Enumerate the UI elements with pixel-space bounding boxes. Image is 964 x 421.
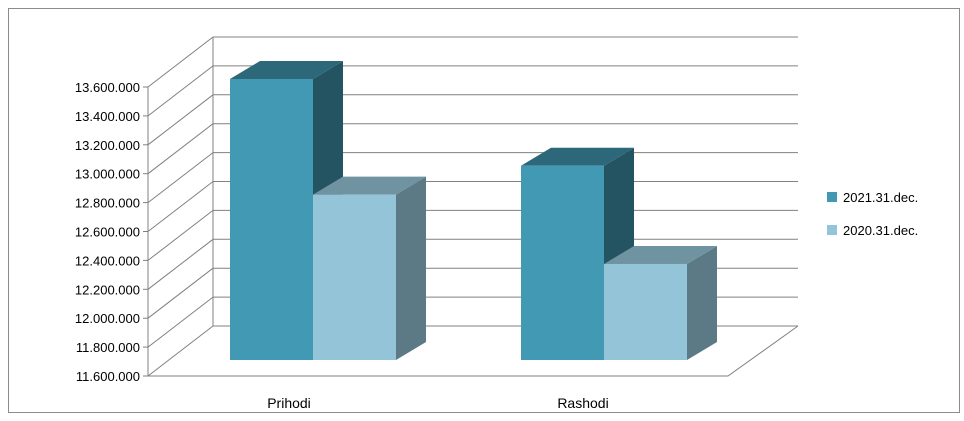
legend-swatch bbox=[827, 225, 837, 235]
y-tick-label: 13.600.000 bbox=[75, 80, 140, 95]
y-tick-label: 12.600.000 bbox=[75, 225, 140, 240]
gridline-diagonal bbox=[147, 94, 214, 146]
y-tick-label: 12.200.000 bbox=[75, 282, 140, 297]
y-tick-label: 13.400.000 bbox=[75, 109, 140, 124]
x-axis-category-labels: Prihodi Rashodi bbox=[267, 395, 608, 411]
y-tick-label: 13.000.000 bbox=[75, 167, 140, 182]
y-tick-label: 13.200.000 bbox=[75, 138, 140, 153]
floor-edge bbox=[148, 325, 799, 377]
gridline-diagonal bbox=[147, 123, 214, 175]
gridline-diagonal bbox=[147, 36, 214, 88]
gridline-diagonal bbox=[147, 325, 214, 377]
bar-front bbox=[521, 165, 604, 360]
bar-prihodi-2021 bbox=[230, 61, 343, 360]
legend-swatch bbox=[827, 192, 837, 202]
gridline-diagonal bbox=[147, 267, 214, 319]
bar-top bbox=[313, 176, 426, 195]
y-tick-label: 11.800.000 bbox=[76, 340, 140, 355]
y-tick-label: 12.400.000 bbox=[75, 253, 140, 268]
y-tick-label: 11.600.000 bbox=[76, 369, 140, 384]
y-tick-label: 12.000.000 bbox=[75, 311, 140, 326]
bar-side bbox=[687, 245, 717, 360]
x-category-label: Rashodi bbox=[557, 395, 608, 411]
gridline-diagonal bbox=[147, 296, 214, 348]
bar-top bbox=[230, 61, 343, 79]
legend: 2021.31.dec. 2020.31.dec. bbox=[827, 190, 918, 238]
gridline-diagonal bbox=[147, 65, 214, 117]
bar-prihodi-2020 bbox=[313, 176, 426, 360]
y-axis-tick-labels: 11.600.000 11.800.000 12.000.000 12.200.000… bbox=[75, 80, 140, 384]
bar-rashodi-2021 bbox=[521, 147, 634, 360]
bar-top bbox=[521, 147, 634, 166]
bar-front bbox=[604, 263, 687, 360]
bar-front bbox=[230, 79, 313, 360]
legend-label: 2020.31.dec. bbox=[843, 223, 918, 238]
gridline-diagonal bbox=[147, 152, 214, 203]
gridline-diagonal bbox=[147, 238, 214, 290]
bar-rashodi-2020 bbox=[604, 245, 717, 360]
y-tick-label: 12.800.000 bbox=[75, 196, 140, 211]
bar-top bbox=[604, 245, 717, 264]
gridline-diagonal bbox=[147, 210, 214, 261]
legend-label: 2021.31.dec. bbox=[843, 190, 918, 205]
bar-front bbox=[313, 194, 396, 360]
bars bbox=[230, 61, 717, 360]
gridline-diagonal bbox=[147, 181, 214, 232]
bar-side bbox=[396, 176, 426, 360]
x-category-label: Prihodi bbox=[267, 395, 311, 411]
